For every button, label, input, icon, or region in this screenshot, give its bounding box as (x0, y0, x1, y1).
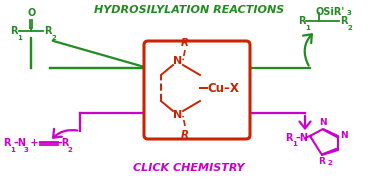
Text: N: N (319, 118, 327, 127)
Text: R: R (10, 26, 17, 36)
Text: 3: 3 (24, 146, 29, 152)
Text: R: R (319, 157, 325, 166)
FancyArrowPatch shape (299, 116, 311, 129)
Text: 2: 2 (327, 160, 332, 166)
Text: N: N (340, 131, 348, 141)
Text: R: R (340, 16, 347, 26)
FancyBboxPatch shape (144, 41, 250, 139)
Text: CLICK CHEMISTRY: CLICK CHEMISTRY (133, 163, 245, 173)
FancyArrowPatch shape (53, 41, 145, 67)
Text: 3: 3 (347, 10, 352, 16)
Text: 1: 1 (17, 35, 22, 41)
Text: R: R (44, 26, 51, 36)
Text: +: + (27, 138, 39, 148)
Text: R: R (181, 130, 189, 140)
Text: 1: 1 (305, 25, 310, 30)
Text: 1: 1 (292, 141, 297, 147)
Text: O: O (28, 8, 36, 18)
Text: R: R (3, 138, 11, 148)
Text: –R: –R (58, 138, 70, 148)
Text: Cu–X: Cu–X (207, 81, 239, 95)
Text: –N: –N (295, 133, 308, 143)
Text: N: N (174, 56, 183, 66)
Text: OSiR': OSiR' (315, 7, 344, 17)
Text: 2: 2 (347, 25, 352, 30)
FancyArrowPatch shape (303, 34, 312, 66)
Text: N: N (174, 110, 183, 120)
Text: 1: 1 (10, 146, 15, 152)
Text: 2: 2 (51, 35, 56, 41)
Text: HYDROSILYLATION REACTIONS: HYDROSILYLATION REACTIONS (94, 5, 284, 15)
Text: R: R (285, 133, 293, 143)
Text: 2: 2 (68, 146, 73, 152)
Text: –N: –N (13, 138, 26, 148)
Text: R: R (181, 38, 189, 48)
Text: R: R (298, 16, 305, 26)
FancyArrowPatch shape (53, 129, 77, 138)
